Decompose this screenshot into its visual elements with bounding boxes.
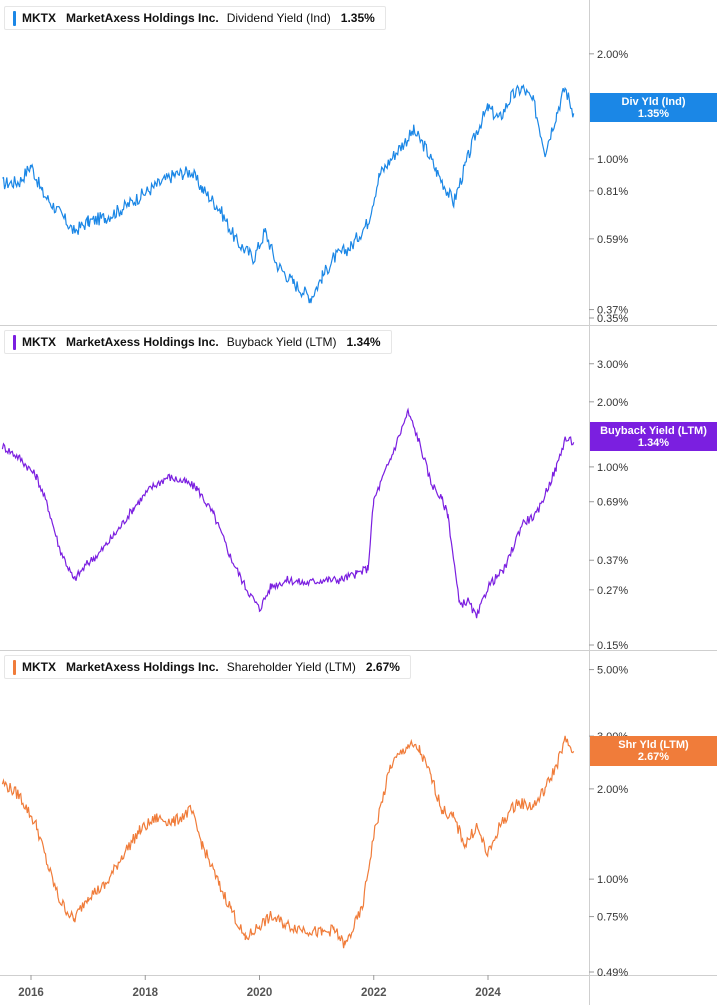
legend-buyback-yield: MKTX MarketAxess Holdings Inc. Buyback Y…: [4, 330, 392, 354]
tag-value: 1.35%: [637, 107, 670, 120]
legend-swatch-dividend: [13, 10, 16, 26]
y-axis-ticks-buyback: 3.00% 2.00% 1.00% 0.69% 0.37% 0.27% 0.15%: [589, 359, 628, 652]
y-tick-label: 0.35%: [597, 313, 628, 325]
y-tick-label: 5.00%: [597, 665, 628, 677]
x-tick-label: 2022: [361, 987, 387, 999]
legend-metric: Dividend Yield (Ind): [226, 11, 331, 25]
legend-company: MarketAxess Holdings Inc.: [66, 660, 219, 674]
legend-value: 2.67%: [365, 660, 400, 674]
x-tick-label: 2016: [18, 987, 44, 999]
y-axis-ticks-dividend: 2.00% 1.00% 0.81% 0.59% 0.37%0.35%: [589, 49, 628, 325]
tag-label: Div Yld (Ind): [621, 95, 686, 108]
panel-buyback-yield: 3.00% 2.00% 1.00% 0.69% 0.37% 0.27% 0.15%: [1, 359, 628, 652]
legend-ticker: MKTX: [22, 11, 56, 25]
x-tick-label: 2020: [247, 987, 273, 999]
legend-company: MarketAxess Holdings Inc.: [66, 335, 219, 349]
x-tick-label: 2018: [132, 987, 158, 999]
y-tick-label: 2.00%: [597, 784, 628, 796]
panel-shareholder-yield: 5.00%3.00%2.00%1.00%0.75%0.49%: [1, 665, 628, 979]
panel-dividend-yield: 2.00% 1.00% 0.81% 0.59% 0.37%0.35%: [2, 49, 628, 325]
x-axis-ticks: 2016 2018 2020 2022 2024: [18, 975, 501, 999]
y-tick-label: 1.00%: [597, 874, 628, 886]
legend-ticker: MKTX: [22, 335, 56, 349]
legend-shareholder-yield: MKTX MarketAxess Holdings Inc. Sharehold…: [4, 655, 411, 679]
legend-value: 1.35%: [340, 11, 375, 25]
y-tick-label: 0.37%: [597, 555, 628, 567]
tag-value: 2.67%: [637, 751, 670, 763]
legend-metric: Buyback Yield (LTM): [226, 335, 337, 349]
y-tick-label: 0.69%: [597, 497, 628, 509]
last-value-tag-dividend: Div Yld (Ind) 1.35%: [590, 93, 717, 122]
legend-metric: Shareholder Yield (LTM): [226, 660, 356, 674]
tag-label: Shr Yld (LTM): [618, 739, 689, 751]
y-tick-label: 0.15%: [597, 640, 628, 652]
y-tick-label: 0.75%: [597, 912, 628, 924]
legend-dividend-yield: MKTX MarketAxess Holdings Inc. Dividend …: [4, 6, 386, 30]
series-line-dividend-yield: [2, 83, 575, 304]
y-tick-label: 0.37%: [597, 305, 628, 317]
y-tick-label: 3.00%: [597, 359, 628, 371]
y-tick-label: 2.00%: [597, 49, 628, 61]
y-tick-label: 1.00%: [597, 462, 628, 474]
y-tick-label: 0.81%: [597, 186, 628, 198]
tag-value: 1.34%: [637, 436, 670, 449]
legend-ticker: MKTX: [22, 660, 56, 674]
x-tick-label: 2024: [475, 987, 501, 999]
series-line-shareholder-yield: [1, 735, 575, 949]
legend-swatch-shareholder: [13, 659, 16, 675]
tag-label: Buyback Yield (LTM): [600, 424, 707, 437]
y-tick-label: 2.00%: [597, 397, 628, 409]
legend-swatch-buyback: [13, 334, 16, 350]
y-tick-label: 0.49%: [597, 967, 628, 979]
last-value-tag-buyback: Buyback Yield (LTM) 1.34%: [590, 422, 717, 451]
legend-company: MarketAxess Holdings Inc.: [66, 11, 219, 25]
y-tick-label: 1.00%: [597, 154, 628, 166]
last-value-tag-shareholder: Shr Yld (LTM) 2.67%: [590, 736, 717, 766]
y-tick-label: 0.59%: [597, 234, 628, 246]
y-axis-ticks-shareholder: 5.00%3.00%2.00%1.00%0.75%0.49%: [589, 665, 628, 979]
legend-value: 1.34%: [346, 335, 381, 349]
y-tick-label: 0.27%: [597, 585, 628, 597]
series-line-buyback-yield: [1, 407, 575, 619]
